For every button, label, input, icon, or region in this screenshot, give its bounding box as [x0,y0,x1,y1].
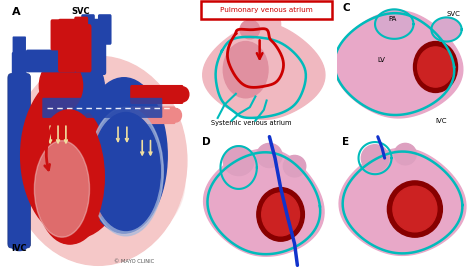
FancyArrowPatch shape [64,126,67,143]
FancyBboxPatch shape [88,19,106,75]
FancyArrowPatch shape [141,140,144,155]
FancyBboxPatch shape [58,19,76,72]
FancyBboxPatch shape [98,14,111,45]
FancyBboxPatch shape [130,85,183,104]
Ellipse shape [171,109,182,122]
FancyBboxPatch shape [42,98,162,118]
Text: Systemic venous atrium: Systemic venous atrium [210,120,291,126]
FancyArrowPatch shape [119,122,123,162]
Ellipse shape [376,9,412,39]
Ellipse shape [253,9,281,39]
Text: SVC: SVC [447,11,460,17]
Text: PV: PV [111,150,121,159]
Text: IVC: IVC [11,244,27,252]
Ellipse shape [223,42,268,98]
FancyArrowPatch shape [49,126,52,143]
FancyBboxPatch shape [51,19,64,50]
Text: SVC: SVC [72,7,91,16]
Ellipse shape [12,113,185,252]
Ellipse shape [262,193,300,236]
Polygon shape [334,11,463,118]
FancyArrowPatch shape [117,127,119,142]
Ellipse shape [177,87,189,102]
Ellipse shape [387,181,442,237]
Text: © MAYO CLINIC: © MAYO CLINIC [114,259,155,264]
Ellipse shape [418,47,453,87]
FancyBboxPatch shape [74,17,88,45]
Text: RU: RU [58,59,69,68]
Ellipse shape [394,143,416,165]
Ellipse shape [21,72,129,239]
FancyBboxPatch shape [13,36,26,55]
Ellipse shape [45,56,104,115]
Polygon shape [204,149,324,256]
Text: IVC: IVC [436,118,447,124]
Text: LV: LV [378,57,386,63]
Ellipse shape [34,105,108,244]
FancyBboxPatch shape [201,1,332,20]
Ellipse shape [393,186,437,232]
Ellipse shape [34,110,104,244]
FancyBboxPatch shape [69,19,83,50]
FancyBboxPatch shape [8,74,30,248]
Text: MV: MV [141,163,153,172]
Text: TV: TV [37,150,47,159]
Polygon shape [339,148,466,255]
Ellipse shape [10,56,187,265]
Ellipse shape [257,188,304,241]
FancyBboxPatch shape [26,50,98,72]
Text: E: E [342,137,349,147]
Ellipse shape [91,113,160,230]
Ellipse shape [13,48,25,59]
FancyArrowPatch shape [45,124,53,170]
FancyBboxPatch shape [130,106,176,124]
Ellipse shape [89,107,163,236]
Ellipse shape [223,146,254,176]
FancyArrowPatch shape [126,127,128,142]
Ellipse shape [257,143,282,168]
FancyBboxPatch shape [12,52,27,79]
Ellipse shape [10,237,28,251]
Ellipse shape [413,42,457,92]
Text: Pulmonary venous atrium: Pulmonary venous atrium [220,8,313,13]
Ellipse shape [10,71,28,84]
Ellipse shape [361,145,389,172]
Text: B: B [202,3,210,13]
Ellipse shape [240,20,260,39]
Ellipse shape [39,59,82,113]
Text: C: C [342,3,350,13]
Text: D: D [202,137,211,147]
Ellipse shape [35,141,90,237]
FancyBboxPatch shape [75,24,91,72]
FancyArrowPatch shape [56,126,59,143]
Ellipse shape [433,17,460,42]
Text: PA: PA [389,16,397,23]
FancyBboxPatch shape [81,14,95,45]
Text: LU: LU [168,108,179,117]
Text: A: A [12,7,20,17]
Text: AV: AV [82,88,92,97]
Ellipse shape [283,155,306,177]
Polygon shape [203,23,325,120]
Ellipse shape [81,78,167,233]
FancyArrowPatch shape [149,140,152,155]
